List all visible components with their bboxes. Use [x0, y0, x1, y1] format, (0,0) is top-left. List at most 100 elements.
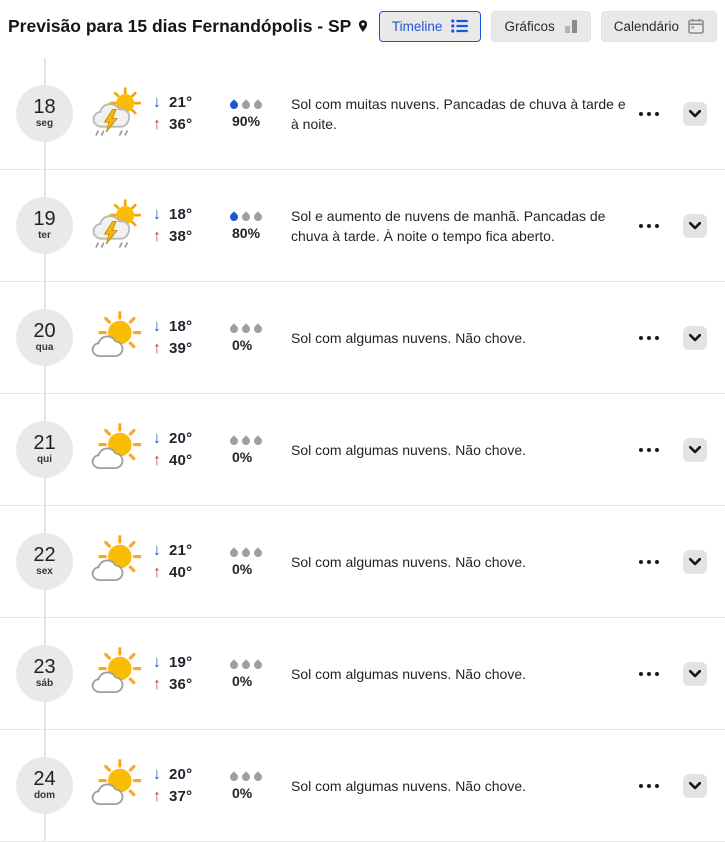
- forecast-description: Sol com algumas nuvens. Não chove.: [291, 665, 527, 682]
- min-temp-arrow-icon: ↓: [153, 429, 161, 447]
- chevron-down-icon: [689, 221, 701, 229]
- min-temp-arrow-icon: ↓: [153, 93, 161, 111]
- expand-day-button[interactable]: [683, 325, 707, 350]
- more-options-button[interactable]: [637, 666, 661, 682]
- forecast-day-row: 24 dom: [0, 730, 725, 842]
- more-options-button[interactable]: [637, 106, 661, 122]
- tab-calendario[interactable]: Calendário: [600, 10, 717, 42]
- max-temp-arrow-icon: ↑: [153, 787, 161, 805]
- min-temp-arrow-icon: ↓: [153, 653, 161, 671]
- more-options-dot: [639, 671, 643, 676]
- expand-day-button[interactable]: [683, 661, 707, 686]
- partly-cloudy-weather-icon: [91, 758, 142, 805]
- forecast-description: Sol com algumas nuvens. Não chove.: [291, 553, 527, 570]
- tab-graficos[interactable]: Gráficos: [491, 10, 591, 42]
- expand-day-button[interactable]: [683, 773, 707, 798]
- min-temp: 21°: [169, 542, 193, 559]
- expand-day-button[interactable]: [683, 101, 707, 126]
- rain-drop-icon: [228, 322, 240, 335]
- storm-weather-icon: [92, 86, 142, 136]
- partly-cloudy-weather-icon: [91, 310, 142, 357]
- rain-drop-icon: [228, 210, 240, 223]
- temperature-block: ↓ 19° ↑ 36°: [153, 654, 217, 693]
- temperature-block: ↓ 18° ↑ 39°: [153, 318, 217, 357]
- more-options-dot: [655, 671, 659, 676]
- rain-probability: 0%: [228, 322, 277, 353]
- more-options-dot: [647, 671, 651, 676]
- expand-day-button[interactable]: [683, 213, 707, 238]
- rain-probability: 0%: [228, 546, 277, 577]
- date-circle: 21 qui: [16, 421, 73, 478]
- rain-drop-icon: [252, 322, 264, 335]
- rain-percent: 0%: [232, 336, 253, 353]
- rain-drop-icon: [252, 770, 264, 783]
- rain-drop-icon: [240, 770, 252, 783]
- chevron-down-icon: [689, 109, 701, 117]
- more-options-dot: [639, 223, 643, 228]
- more-options-dot: [639, 559, 643, 564]
- rain-drops-icon: [228, 210, 264, 223]
- more-options-button[interactable]: [637, 218, 661, 234]
- page-title: Previsão para 15 dias Fernandópolis - SP: [8, 16, 370, 37]
- row-actions: [637, 325, 725, 350]
- more-options-dot: [655, 111, 659, 116]
- more-options-button[interactable]: [637, 778, 661, 794]
- partly-cloudy-weather-icon: [91, 534, 142, 581]
- more-options-button[interactable]: [637, 330, 661, 346]
- more-options-dot: [639, 783, 643, 788]
- tab-graficos-label: Gráficos: [504, 18, 555, 34]
- forecast-description: Sol com algumas nuvens. Não chove.: [291, 777, 527, 794]
- chevron-down-icon: [689, 333, 701, 341]
- rain-drop-icon: [228, 770, 240, 783]
- max-temp: 39°: [169, 340, 193, 357]
- row-actions: [637, 213, 725, 238]
- weather-icon: [89, 85, 147, 143]
- min-temp: 19°: [169, 654, 193, 671]
- forecast-description: Sol com muitas nuvens. Pancadas de chuva…: [291, 95, 626, 132]
- location-pin-icon: [359, 19, 368, 32]
- chevron-down-icon: [689, 557, 701, 565]
- min-temp: 18°: [169, 206, 193, 223]
- temperature-block: ↓ 20° ↑ 40°: [153, 430, 217, 469]
- more-options-dot: [647, 559, 651, 564]
- date-circle: 19 ter: [16, 197, 73, 254]
- rain-drop-icon: [240, 546, 252, 559]
- max-temp-arrow-icon: ↑: [153, 675, 161, 693]
- expand-day-button[interactable]: [683, 549, 707, 574]
- rain-drop-icon: [240, 434, 252, 447]
- min-temp: 20°: [169, 766, 193, 783]
- rain-drop-icon: [252, 98, 264, 111]
- rain-percent: 0%: [232, 560, 253, 577]
- max-temp-arrow-icon: ↑: [153, 563, 161, 581]
- expand-day-button[interactable]: [683, 437, 707, 462]
- min-temp-arrow-icon: ↓: [153, 205, 161, 223]
- rain-drop-icon: [240, 98, 252, 111]
- more-options-dot: [639, 447, 643, 452]
- more-options-button[interactable]: [637, 442, 661, 458]
- tab-timeline[interactable]: Timeline: [378, 10, 482, 42]
- rain-drop-icon: [228, 546, 240, 559]
- weekday-label: qua: [35, 342, 54, 353]
- rain-percent: 90%: [232, 112, 261, 129]
- temperature-block: ↓ 20° ↑ 37°: [153, 766, 217, 805]
- forecast-description: Sol com algumas nuvens. Não chove.: [291, 329, 527, 346]
- date-circle: 23 sáb: [16, 645, 73, 702]
- min-temp-arrow-icon: ↓: [153, 317, 161, 335]
- bar-chart-icon: [564, 19, 577, 33]
- more-options-button[interactable]: [637, 554, 661, 570]
- more-options-dot: [647, 447, 651, 452]
- calendar-icon: [688, 18, 704, 34]
- rain-probability: 80%: [228, 210, 277, 241]
- weather-icon: [89, 645, 147, 703]
- row-actions: [637, 437, 725, 462]
- more-options-dot: [647, 335, 651, 340]
- more-options-dot: [639, 111, 643, 116]
- temperature-block: ↓ 21° ↑ 36°: [153, 94, 217, 133]
- min-temp: 20°: [169, 430, 193, 447]
- rain-drops-icon: [228, 658, 264, 671]
- rain-drop-icon: [240, 658, 252, 671]
- more-options-dot: [647, 111, 651, 116]
- min-temp-arrow-icon: ↓: [153, 541, 161, 559]
- day-number: 18: [33, 96, 56, 118]
- rain-percent: 0%: [232, 448, 253, 465]
